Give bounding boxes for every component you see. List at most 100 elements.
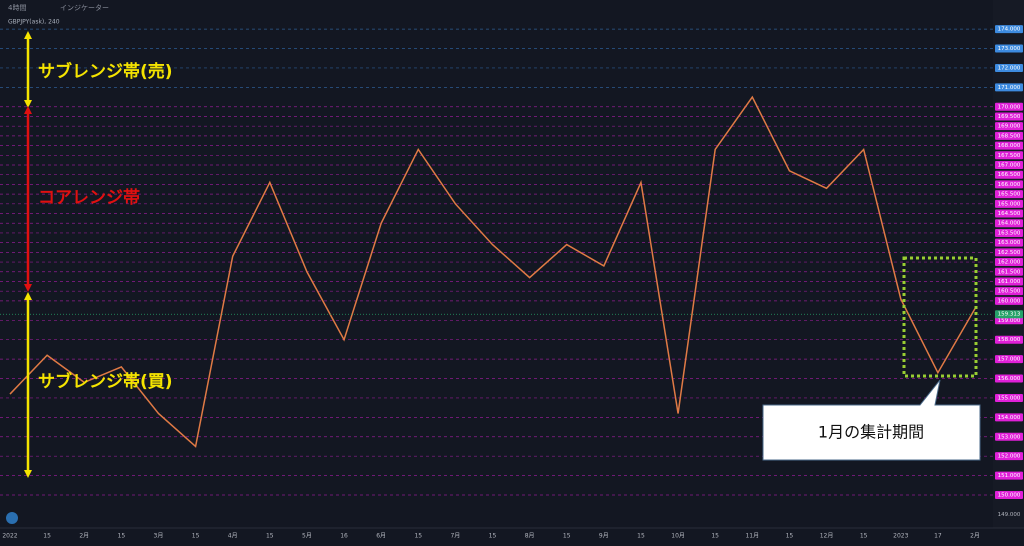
x-tick-label: 15 [786, 533, 794, 540]
x-tick-label: 5月 [302, 533, 312, 540]
tick-label-bg [995, 393, 1023, 402]
x-tick-label: 15 [563, 533, 571, 540]
tick-label-bg [995, 161, 1023, 169]
x-tick-label: 15 [118, 533, 126, 540]
x-tick-label: 15 [266, 533, 274, 540]
tick-label-bg [995, 491, 1023, 499]
x-tick-label: 16 [340, 533, 348, 540]
y-tick-label: 153.000 [998, 434, 1021, 440]
y-tick-label: 167.500 [998, 153, 1021, 159]
arrow-head [24, 470, 32, 478]
x-tick-label: 2月 [970, 533, 980, 540]
tick-label-bg [995, 102, 1023, 111]
toolbar-indicators[interactable]: インジケーター [60, 3, 109, 12]
callout [762, 379, 981, 461]
x-tick-label: 2022 [2, 533, 17, 540]
y-tick-label: 163.000 [998, 240, 1021, 246]
tick-label-bg [995, 190, 1023, 199]
y-tick-label: 173.000 [998, 46, 1021, 52]
tick-label-bg [995, 180, 1023, 189]
callout-text: 1月の集計期間 [818, 423, 924, 442]
tick-label-bg [995, 471, 1023, 480]
y-tick-label: 171.000 [998, 85, 1021, 91]
arrow-head [24, 292, 32, 300]
toolbar-interval[interactable]: 4時間 [8, 4, 26, 12]
x-tick-label: 12月 [820, 533, 834, 540]
y-tick-label: 172.000 [998, 65, 1021, 71]
price-line [9, 95, 976, 448]
tick-label-bg [995, 170, 1023, 179]
tick-label-bg [995, 228, 1023, 237]
x-tick-label: 10月 [671, 533, 685, 540]
tick-label-bg [995, 131, 1023, 140]
y-tick-label: 161.000 [998, 279, 1021, 285]
x-tick-label: 9月 [599, 533, 609, 540]
y-tick-label: 162.000 [998, 260, 1021, 266]
x-tick-label: 17 [934, 533, 942, 540]
y-tick-label: 152.000 [998, 454, 1021, 460]
tick-label-bg [995, 374, 1023, 383]
y-tick-label: 162.500 [998, 250, 1021, 256]
y-tick-label: 166.500 [998, 172, 1021, 178]
y-tick-label: 164.500 [998, 211, 1021, 217]
y-tick-label: 164.000 [998, 221, 1021, 227]
y-tick-label: 149.000 [998, 512, 1021, 518]
y-tick-label: 165.000 [998, 201, 1021, 207]
x-tick-label: 15 [637, 533, 645, 540]
y-tick-label: 168.000 [998, 143, 1021, 149]
tick-label-bg [995, 63, 1023, 72]
x-tick-label: 7月 [450, 533, 460, 540]
tick-label-bg [995, 452, 1023, 461]
tick-label-bg [995, 141, 1023, 150]
y-tick-label: 170.000 [998, 104, 1021, 110]
y-tick-label: 156.000 [998, 376, 1021, 382]
x-tick-label: 8月 [525, 533, 535, 540]
annotation: コアレンジ帯 [38, 187, 140, 208]
tick-label-bg [995, 199, 1023, 208]
x-tick-label: 15 [860, 533, 868, 540]
y-tick-label: 174.000 [998, 27, 1021, 33]
arrow-head [24, 31, 32, 39]
x-tick-label: 15 [711, 533, 719, 540]
y-tick-label: 163.500 [998, 230, 1021, 236]
range-arrows [24, 31, 32, 478]
annotation: サブレンジ帯(買) [38, 371, 173, 392]
x-tick-label: 6月 [376, 533, 386, 540]
y-tick-label: 155.000 [998, 395, 1021, 401]
tick-label-bg [995, 316, 1023, 325]
period-box [902, 256, 978, 378]
tick-label-bg [995, 248, 1023, 257]
y-tick-label: 168.500 [998, 133, 1021, 139]
y-tick-label: 151.000 [998, 473, 1021, 479]
logo-icon[interactable] [6, 512, 18, 524]
tick-label-bg [995, 25, 1023, 34]
tick-label-bg [995, 413, 1023, 422]
y-tick-label: 150.000 [998, 493, 1021, 499]
tick-label-bg [995, 44, 1023, 53]
tick-label-bg [995, 267, 1023, 276]
x-tick-label: 15 [414, 533, 422, 540]
tick-label-bg [995, 209, 1023, 218]
y-tick-label: 161.500 [998, 269, 1021, 275]
symbol-label: GBPJPY(ask), 240 [8, 19, 60, 26]
tick-label-bg [995, 287, 1023, 296]
last-price-bg [995, 310, 1023, 319]
y-tick-label: 169.500 [998, 114, 1021, 120]
y-tick-label: 160.500 [998, 289, 1021, 295]
tick-label-bg [995, 238, 1023, 247]
x-tick-label: 3月 [154, 533, 164, 540]
tick-label-bg [995, 432, 1023, 441]
tick-label-bg [995, 355, 1023, 364]
last-price-label: 159.313 [998, 312, 1021, 318]
tick-label-bg [995, 277, 1023, 286]
x-tick-label: 2月 [79, 533, 89, 540]
y-tick-label: 166.000 [998, 182, 1021, 188]
annotation: サブレンジ帯(売) [38, 61, 173, 82]
y-tick-label: 167.000 [998, 163, 1021, 169]
y-tick-label: 157.000 [998, 357, 1021, 363]
tick-label-bg [995, 219, 1023, 228]
x-tick-label: 15 [489, 533, 497, 540]
tick-label-bg [995, 335, 1023, 344]
arrow-head [24, 106, 32, 114]
